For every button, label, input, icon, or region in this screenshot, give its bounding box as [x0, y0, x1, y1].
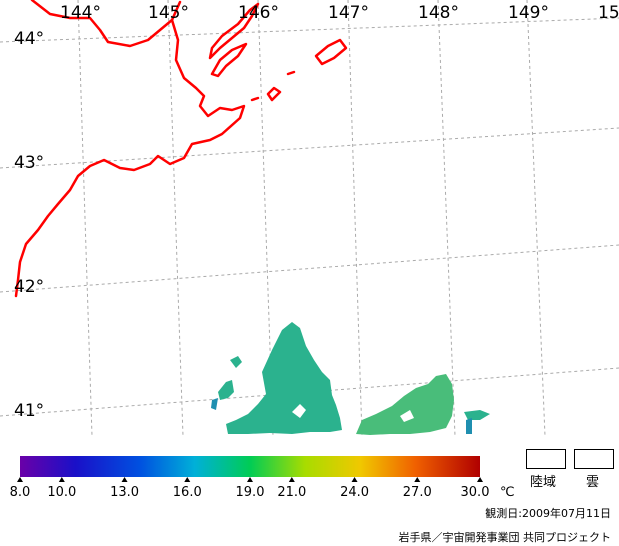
longitude-label: 147°	[328, 3, 369, 23]
latitude-line-44	[0, 17, 619, 43]
color-scale-tick-label: 24.0	[340, 485, 369, 500]
color-scale-tick-label: 8.0	[10, 485, 31, 500]
latitude-label: 43°	[14, 153, 44, 173]
longitude-labels: 144° 145° 146° 147° 148° 149° 15	[60, 3, 619, 23]
color-scale-tick-mark	[247, 477, 253, 482]
color-scale-tick-label: 27.0	[403, 485, 432, 500]
longitude-line-144	[77, 0, 93, 437]
land-legend-box	[526, 449, 566, 469]
longitude-label: 15	[598, 3, 619, 23]
color-scale-tick-label: 30.0	[461, 485, 490, 500]
color-scale-tick-label: 21.0	[277, 485, 306, 500]
latitude-line-42	[0, 244, 619, 293]
longitude-line-145	[167, 0, 184, 437]
kunashiri-island	[210, 42, 248, 78]
color-scale-tick-mark	[184, 477, 191, 482]
longitude-line-147	[347, 0, 363, 437]
latitude-labels: 44° 43° 42° 41°	[14, 29, 44, 421]
sst-patch-east	[356, 374, 454, 435]
color-scale-tick-mark	[288, 477, 295, 482]
color-scale-tick-label: 19.0	[236, 485, 265, 500]
longitude-label: 146°	[238, 3, 279, 23]
longitude-label: 144°	[60, 3, 101, 23]
latitude-label: 41°	[14, 401, 44, 421]
latitude-line-43	[0, 127, 619, 169]
color-scale-tick-label: 10.0	[47, 485, 76, 500]
color-scale-tick-label: 13.0	[110, 485, 139, 500]
coastline	[14, 0, 348, 298]
sst-cloud-hole-1	[292, 404, 306, 418]
color-scale-bar	[20, 456, 480, 477]
color-scale-tick-mark	[58, 477, 65, 482]
latitude-line-41	[0, 367, 619, 417]
longitude-label: 149°	[508, 3, 549, 23]
observation-date: 観測日:2009年07月11日	[485, 507, 611, 520]
sst-patch-small-1	[218, 380, 234, 400]
shiretoko-peninsula	[208, 2, 260, 60]
color-scale-unit: ℃	[500, 485, 515, 500]
shikotan-island	[314, 38, 348, 66]
habomai-islands	[250, 70, 296, 102]
color-scale-tick-mark	[121, 477, 128, 482]
longitude-line-148	[437, 0, 456, 437]
longitude-line-146	[257, 0, 274, 437]
credit-text: 岩手県／宇宙開発事業団 共同プロジェクト	[398, 531, 612, 544]
latitude-label: 44°	[14, 29, 44, 49]
color-scale-ticks: 8.0 10.0 13.0 16.0 19.0 21.0 24.0 27.0 30.0 ℃	[10, 477, 515, 500]
sst-patch-small-2	[230, 356, 242, 368]
color-scale-tick-mark	[414, 477, 421, 482]
color-scale-tick-label: 16.0	[173, 485, 202, 500]
sst-patch-cool-2	[466, 418, 472, 434]
sst-cloud-hole-2	[400, 410, 414, 422]
sst-patch-west	[226, 322, 342, 434]
land-legend-label: 陸域	[530, 475, 557, 490]
color-scale-tick-mark	[351, 477, 358, 482]
longitude-label: 148°	[418, 3, 459, 23]
sst-data	[211, 322, 490, 435]
sst-patch-small-3	[464, 410, 490, 420]
cloud-legend-label: 雲	[586, 475, 600, 490]
color-scale-tick-mark	[477, 477, 483, 482]
hokkaido-coastline	[14, 0, 246, 298]
latitude-label: 42°	[14, 277, 44, 297]
sst-patch-cool-1	[211, 398, 218, 410]
longitude-label: 145°	[148, 3, 189, 23]
cloud-legend-box	[574, 449, 614, 469]
longitude-line-149	[526, 0, 546, 437]
color-scale-tick-mark	[17, 477, 23, 482]
